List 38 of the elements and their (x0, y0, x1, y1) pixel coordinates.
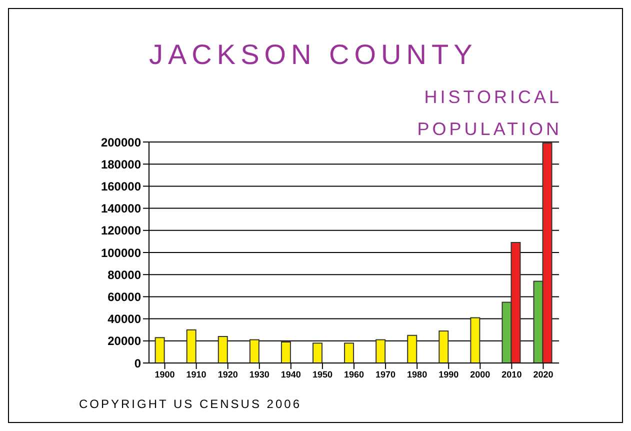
x-tick-label: 1970 (376, 369, 396, 380)
x-tick-label: 1980 (407, 369, 428, 380)
bar (470, 317, 480, 363)
x-tick-label: 1990 (438, 369, 459, 380)
y-tick-label: 0 (134, 356, 142, 370)
y-tick-label: 100000 (100, 246, 142, 260)
x-tick-label: 2020 (533, 369, 554, 380)
y-tick-label: 160000 (100, 179, 142, 194)
bar (344, 342, 354, 363)
y-tick-label: 80000 (108, 268, 142, 282)
text: COPYRIGHT US CENSUS 2006 (79, 397, 302, 411)
x-tick-label: 2010 (502, 369, 522, 380)
x-tick-label: 2000 (470, 369, 490, 380)
chart-title: JACKSON COUNTY (149, 39, 478, 71)
chart-subtitle: HISTORICAL POPULATION (416, 86, 562, 141)
y-tick-label: 20000 (108, 334, 142, 348)
y-tick-label: 60000 (108, 290, 142, 304)
y-tick-label: 120000 (100, 224, 142, 238)
bar (218, 336, 228, 363)
bar (312, 342, 322, 363)
y-tick-label: 140000 (100, 202, 142, 216)
bar (154, 337, 165, 363)
y-tick-label: 40000 (108, 312, 142, 326)
y-tick-label: 180000 (100, 157, 142, 172)
x-tick-label: 1950 (312, 369, 332, 380)
x-tick-label: 1960 (344, 369, 364, 380)
x-tick-label: 1930 (249, 369, 270, 380)
x-tick-label: 1910 (186, 369, 206, 380)
bar (186, 329, 196, 363)
bar (407, 334, 418, 363)
x-tick-label: 1940 (280, 369, 301, 380)
bar (280, 342, 291, 363)
bar (438, 330, 449, 363)
x-tick-label: 1900 (154, 369, 175, 380)
y-tick-label: 200000 (100, 135, 142, 150)
x-tick-label: 1920 (218, 369, 238, 380)
bar (376, 339, 386, 363)
bar (249, 339, 260, 363)
